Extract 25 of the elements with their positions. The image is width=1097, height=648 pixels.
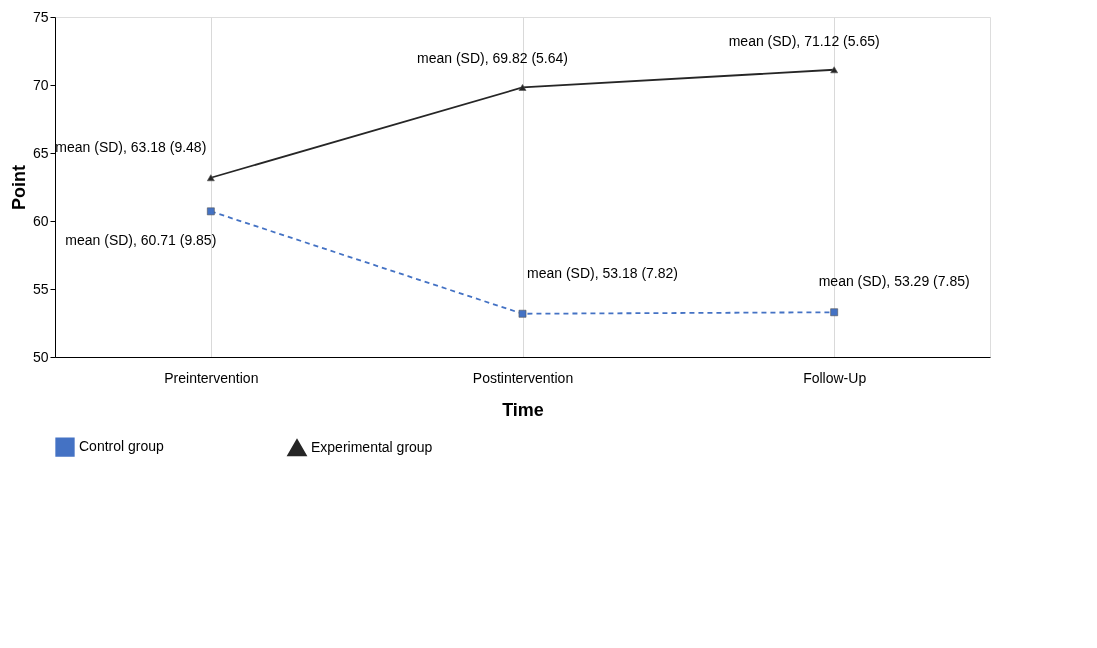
legend-label: Control group — [79, 438, 165, 455]
point — [830, 66, 838, 74]
point — [830, 308, 838, 317]
x-tick-label: Preintervention — [164, 369, 259, 386]
y-tick-label: 75 — [32, 8, 49, 25]
y-tick-label: 50 — [32, 348, 49, 365]
annotation: mean (SD), 53.18 (7.82) — [527, 264, 678, 281]
x-tick-label: Postintervention — [472, 369, 574, 386]
y-tick-label: 70 — [32, 76, 49, 93]
y-tick-label: 65 — [32, 144, 49, 161]
legend-label: Experimental group — [311, 438, 433, 455]
point — [518, 309, 527, 318]
annotation: mean (SD), 53.29 (7.85) — [818, 273, 970, 290]
annotation: mean (SD), 63.18 (9.48) — [55, 138, 207, 155]
point — [207, 207, 215, 216]
point — [518, 84, 527, 91]
annotation: mean (SD), 71.12 (5.65) — [728, 32, 880, 49]
y-tick-label: 60 — [32, 212, 49, 229]
annotation: mean (SD), 69.82 (5.64) — [417, 50, 568, 67]
x-axis-title: Time — [502, 399, 544, 420]
point — [207, 174, 215, 182]
x-tick-label: Follow-Up — [803, 369, 867, 386]
annotation: mean (SD), 60.71 (9.85) — [65, 232, 217, 249]
y-axis-title: Point — [8, 165, 29, 210]
y-tick-label: 55 — [32, 280, 49, 297]
